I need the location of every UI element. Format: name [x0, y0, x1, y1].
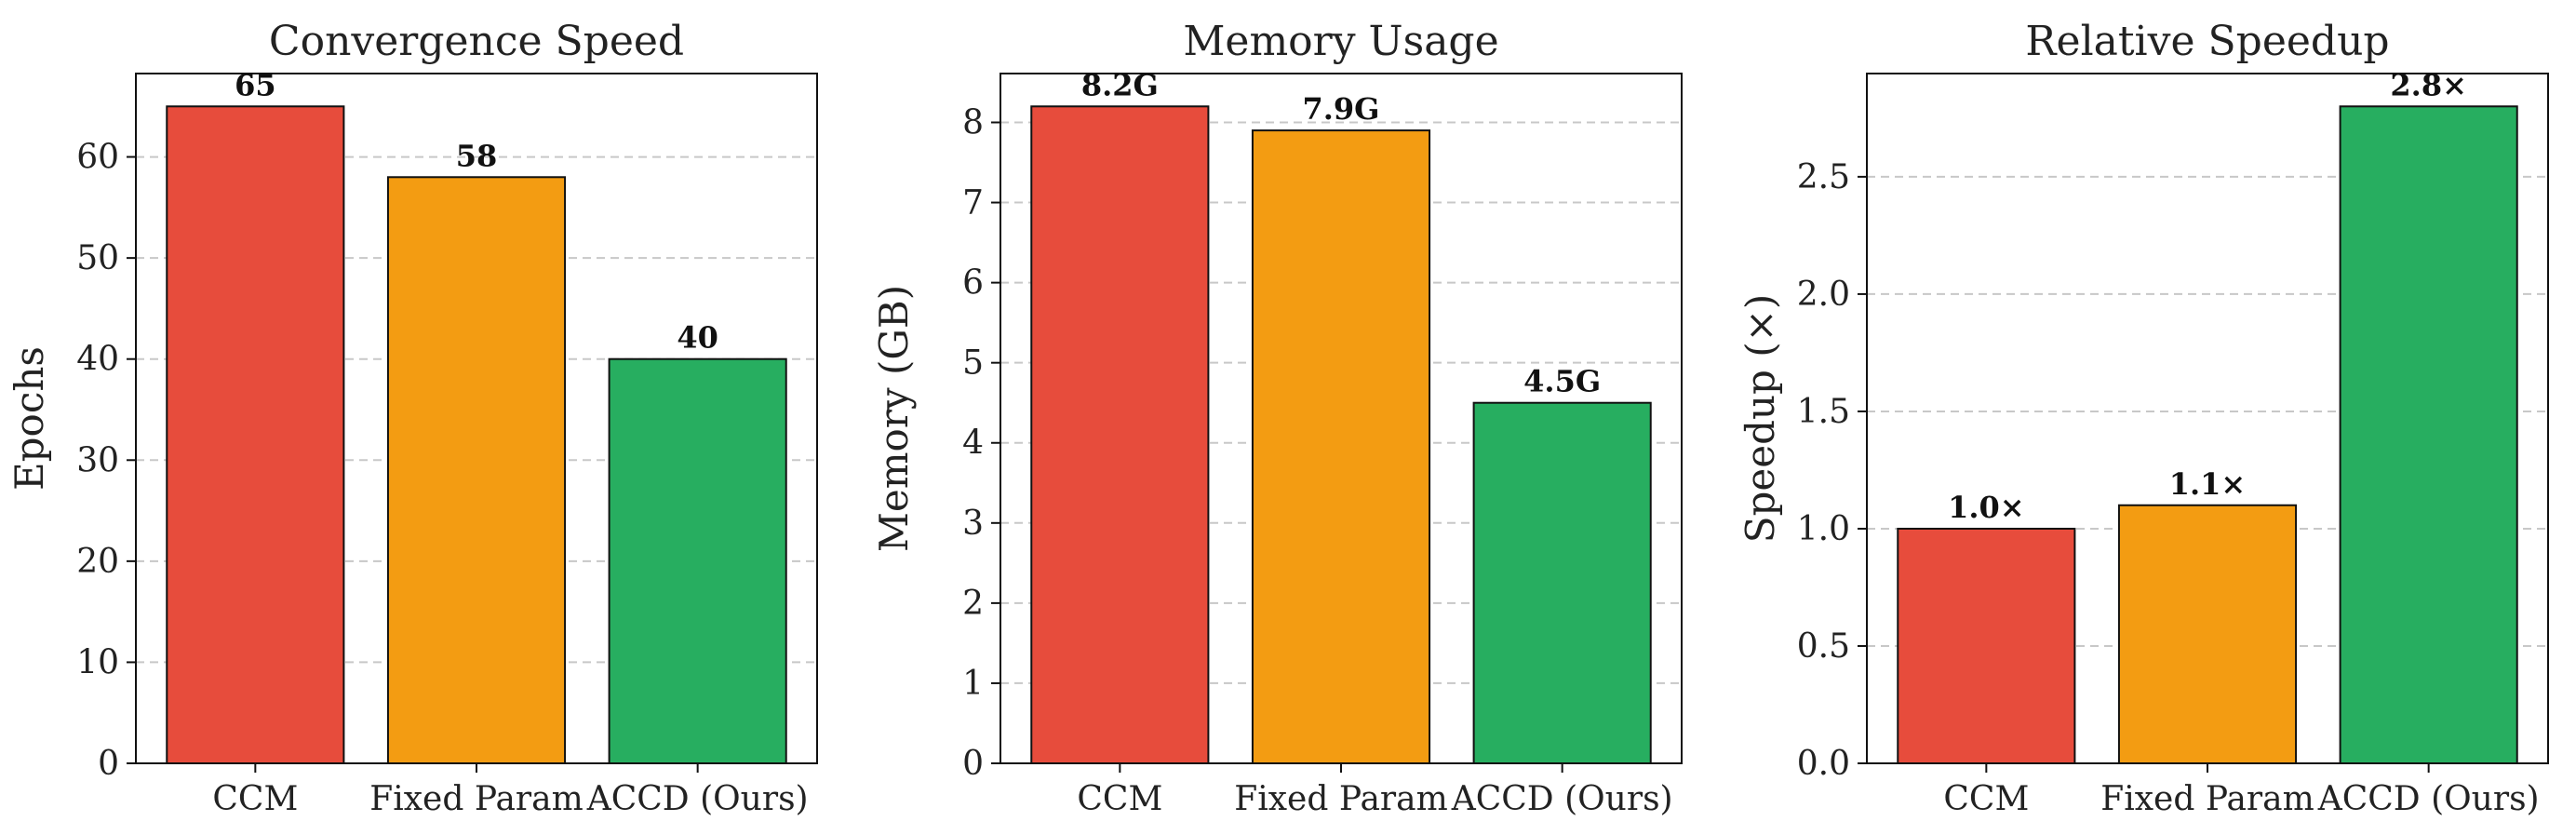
y-axis-label: Memory (GB) — [871, 285, 917, 552]
y-tick-label: 0.5 — [1797, 627, 1850, 666]
bar-ccm — [1897, 527, 2076, 764]
x-tick-label: ACCD (Ours) — [2317, 780, 2540, 818]
chart-panel-2: 8.2G CCM 7.9G Fixed Param 4.5G ACCD (Ours) 0 1 2… — [871, 18, 1683, 818]
y-axis-label: Speedup (×) — [1737, 294, 1783, 544]
bar-accd-ours- — [1472, 401, 1652, 764]
bar-value-label: 40 — [677, 320, 718, 356]
y-tick-label: 0.0 — [1797, 745, 1850, 783]
axes-frame — [1866, 73, 2549, 764]
x-tick-label: CCM — [1943, 780, 2029, 818]
y-tick-label: 0 — [962, 745, 984, 783]
y-tick-label: 40 — [76, 341, 119, 379]
y-tick-label: 60 — [76, 139, 119, 177]
bar-value-label: 7.9G — [1303, 91, 1380, 127]
y-tick-label: 1.0 — [1797, 510, 1850, 548]
bar-ccm — [1030, 105, 1210, 765]
bar-value-label: 4.5G — [1523, 364, 1601, 399]
y-tick-label: 5 — [962, 344, 984, 383]
x-tick-label: CCM — [212, 780, 298, 818]
chart-title: Convergence Speed — [269, 18, 684, 65]
y-tick-label: 3 — [962, 505, 984, 543]
y-tick-label: 1.5 — [1797, 393, 1850, 431]
y-tick-label: 7 — [962, 184, 984, 222]
y-tick-label: 8 — [962, 103, 984, 141]
bar-value-label: 8.2G — [1081, 67, 1159, 102]
bar-value-label: 65 — [235, 67, 276, 102]
bar-value-label: 1.1× — [2169, 466, 2246, 502]
y-tick-label: 4 — [962, 424, 984, 463]
y-tick-label: 1 — [962, 665, 984, 703]
x-tick-label: Fixed Param — [1234, 780, 1447, 818]
y-tick-label: 50 — [76, 239, 119, 277]
x-tick-label: ACCD (Ours) — [1451, 780, 1673, 818]
y-tick-label: 30 — [76, 441, 119, 479]
bar-fixed-param — [2117, 504, 2298, 765]
bar-value-label: 2.8× — [2390, 67, 2466, 102]
bar-fixed-param — [1251, 129, 1431, 764]
x-tick-label: ACCD (Ours) — [586, 780, 809, 818]
x-tick-label: Fixed Param — [2100, 780, 2314, 818]
y-tick-label: 0 — [98, 745, 119, 783]
bar-value-label: 1.0× — [1948, 490, 2024, 525]
axes-frame — [1000, 73, 1683, 764]
bar-ccm — [166, 105, 345, 765]
axes-frame — [135, 73, 818, 764]
bar-fixed-param — [386, 176, 567, 765]
bar-accd-ours- — [608, 357, 787, 764]
chart-title: Relative Speedup — [2025, 18, 2389, 65]
bar-accd-ours- — [2339, 105, 2518, 765]
y-tick-label: 2.5 — [1797, 158, 1850, 196]
y-tick-label: 2.0 — [1797, 276, 1850, 314]
chart-panel-1: 65 CCM 58 Fixed Param 40 ACCD (Ours) 0 10 20 30 40… — [7, 18, 818, 818]
y-tick-label: 6 — [962, 264, 984, 303]
x-tick-label: CCM — [1077, 780, 1162, 818]
chart-panel-3: 1.0× CCM 1.1× Fixed Param 2.8× ACCD (Ours) 0.0… — [1737, 18, 2549, 818]
chart-title: Memory Usage — [1183, 18, 1498, 65]
y-tick-label: 2 — [962, 585, 984, 623]
bar-value-label: 58 — [456, 138, 498, 173]
x-tick-label: Fixed Param — [369, 780, 583, 818]
y-axis-label: Epochs — [7, 346, 52, 491]
y-tick-label: 10 — [76, 643, 119, 681]
y-tick-label: 20 — [76, 543, 119, 581]
